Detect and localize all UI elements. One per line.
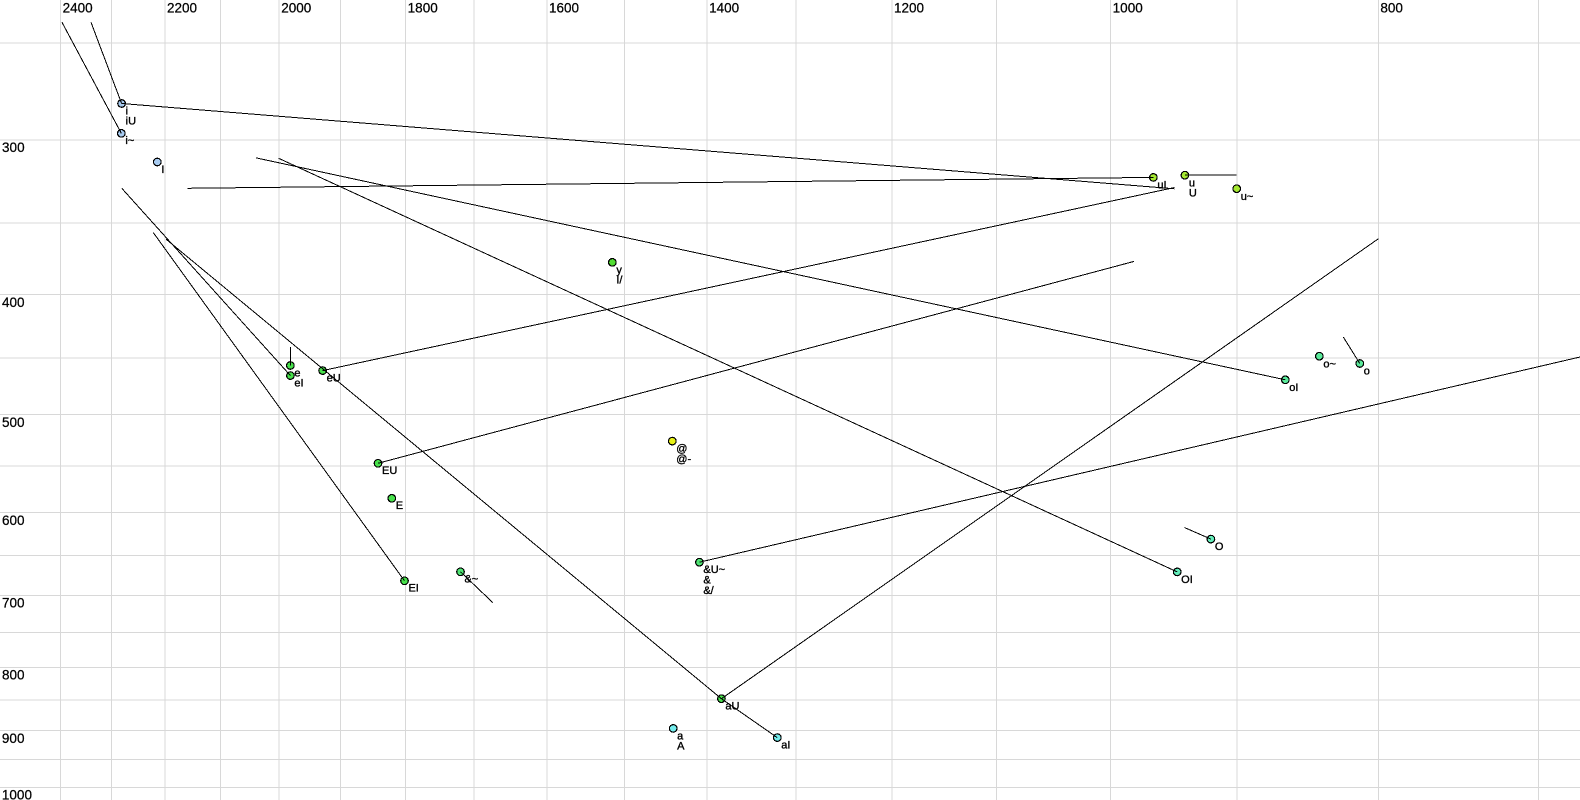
svg-text:&~: &~: [464, 574, 478, 586]
svg-text:OI: OI: [1181, 574, 1193, 586]
svg-text:700: 700: [2, 596, 25, 611]
svg-text:U: U: [1189, 188, 1197, 200]
svg-text:1000: 1000: [2, 788, 32, 800]
svg-text:i~: i~: [125, 135, 134, 147]
svg-text:o: o: [1364, 366, 1370, 378]
svg-text:oI: oI: [1289, 382, 1298, 394]
svg-text:@: @: [676, 443, 687, 455]
svg-text:y: y: [616, 264, 622, 276]
svg-text:e: e: [294, 367, 300, 379]
svg-text:a: a: [677, 730, 684, 742]
svg-text:eU: eU: [327, 373, 341, 385]
svg-text:o~: o~: [1323, 358, 1336, 370]
svg-text:800: 800: [1380, 1, 1403, 16]
svg-text:iU: iU: [126, 116, 136, 128]
svg-text:1400: 1400: [709, 0, 739, 15]
svg-text:400: 400: [2, 295, 25, 310]
svg-text:uI: uI: [1157, 179, 1166, 191]
svg-text:600: 600: [2, 513, 25, 528]
svg-text:@-: @-: [676, 453, 691, 465]
svg-text:I/: I/: [616, 275, 623, 287]
svg-text:2000: 2000: [281, 0, 311, 15]
svg-text:aI: aI: [781, 740, 790, 752]
svg-text:1800: 1800: [408, 0, 438, 15]
svg-text:&/: &/: [703, 585, 714, 597]
svg-text:A: A: [677, 741, 685, 753]
svg-text:u~: u~: [1241, 191, 1254, 203]
svg-text:500: 500: [2, 415, 25, 430]
svg-text:EI: EI: [408, 583, 418, 595]
svg-text:1000: 1000: [1113, 1, 1143, 16]
svg-text:O: O: [1215, 541, 1224, 553]
svg-text:i: i: [126, 105, 128, 117]
svg-text:1200: 1200: [894, 1, 924, 16]
svg-text:&: &: [703, 574, 711, 586]
svg-text:eI: eI: [294, 377, 303, 389]
svg-text:800: 800: [2, 668, 25, 683]
svg-text:2200: 2200: [167, 0, 197, 15]
svg-text:EU: EU: [382, 465, 397, 477]
svg-text:u: u: [1189, 177, 1195, 189]
svg-text:900: 900: [2, 731, 25, 746]
svg-text:1600: 1600: [549, 0, 579, 15]
svg-text:E: E: [396, 500, 403, 512]
svg-text:aU: aU: [725, 701, 739, 713]
svg-text:2400: 2400: [63, 0, 93, 15]
svg-text:&U~: &U~: [703, 564, 725, 576]
svg-text:I: I: [161, 164, 164, 176]
svg-text:300: 300: [2, 140, 25, 155]
